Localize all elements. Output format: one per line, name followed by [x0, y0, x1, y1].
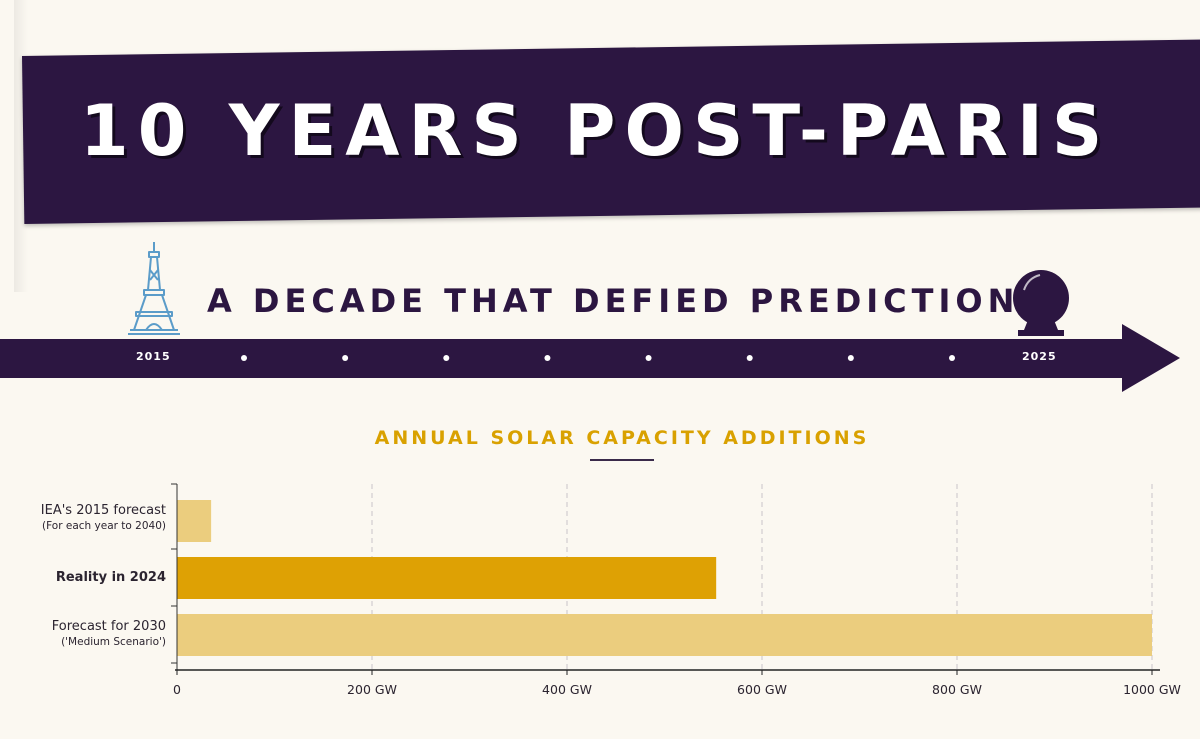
category-2-label: Forecast for 2030	[51, 619, 166, 634]
timeline-marker	[544, 355, 551, 361]
timeline-marker	[746, 355, 753, 361]
x-tick-label: 400 GW	[542, 682, 592, 697]
timeline-marker	[241, 355, 247, 361]
category-2-sublabel: ('Medium Scenario')	[61, 636, 166, 648]
category-label-2: Forecast for 2030 ('Medium Scenario')	[52, 619, 166, 649]
timeline-start-label: 2015	[136, 350, 171, 363]
category-0-label: IEA's 2015 forecast	[40, 503, 166, 518]
x-tick-label: 200 GW	[347, 682, 397, 697]
x-tick-label: 1000 GW	[1123, 682, 1181, 697]
eiffel-tower-icon	[128, 242, 180, 335]
timeline-end-label: 2025	[1022, 350, 1057, 363]
page-subtitle: A DECADE THAT DEFIED PREDICTIONS	[207, 282, 1048, 320]
page-title: 10 YEARS POST-PARIS	[80, 90, 1112, 172]
timeline-arrow	[0, 324, 1180, 392]
timeline-marker	[645, 355, 652, 361]
timeline-marker	[443, 355, 450, 361]
bar-0	[177, 500, 212, 542]
timeline-marker	[342, 355, 349, 361]
category-label-1: Reality in 2024	[56, 570, 166, 586]
x-tick-label: 600 GW	[737, 682, 787, 697]
bar-1	[177, 557, 717, 599]
bar-2	[177, 614, 1152, 656]
title-underline	[590, 459, 654, 461]
x-tick-label: 800 GW	[932, 682, 982, 697]
chart-title: ANNUAL SOLAR CAPACITY ADDITIONS	[374, 427, 870, 449]
timeline-markers	[241, 355, 955, 361]
category-0-sublabel: (For each year to 2040)	[42, 520, 166, 532]
timeline-marker	[847, 355, 854, 361]
x-tick-label: 0	[173, 682, 181, 697]
category-1-label: Reality in 2024	[55, 570, 166, 585]
timeline-marker	[949, 355, 955, 361]
category-label-0: IEA's 2015 forecast (For each year to 20…	[41, 503, 166, 533]
crystal-ball-icon	[1013, 270, 1069, 336]
